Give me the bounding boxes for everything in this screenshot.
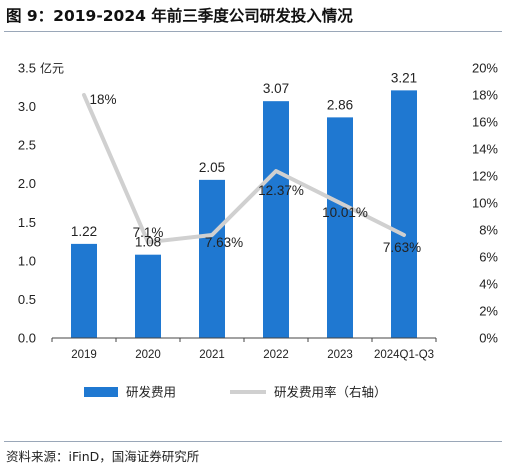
y-axis-right: 0% 2% 4% 6% 8% 10% 12% 14% 16% 18% 20% (472, 61, 498, 346)
title-divider (4, 31, 502, 32)
bar-2021 (199, 179, 225, 338)
x-tick-label: 2019 (71, 349, 97, 361)
bar-value-label: 3.07 (263, 81, 289, 96)
line-value-labels: 18% 7.1% 7.63% 12.37% 10.01% 7.63% (89, 92, 421, 255)
line-value-label: 7.63% (383, 240, 421, 255)
bar-value-label: 2.86 (327, 97, 353, 112)
bar-value-labels: 1.22 1.08 2.05 3.07 2.86 3.21 (71, 70, 417, 249)
legend-label-line: 研发费用率（右轴） (274, 385, 387, 400)
x-tick-label: 2021 (199, 349, 225, 361)
y-right-tick-label: 8% (479, 223, 498, 238)
y-left-tick-label: 0.5 (18, 292, 36, 307)
y-left-tick-label: 0.0 (18, 331, 36, 346)
line-value-label: 7.63% (205, 235, 243, 250)
y-right-tick-label: 12% (472, 169, 498, 184)
bar-value-label: 3.21 (391, 70, 417, 85)
legend-label-bar: 研发费用 (126, 385, 176, 400)
y-right-tick-label: 4% (479, 277, 498, 292)
y-right-tick-label: 2% (479, 304, 498, 319)
y-left-tick-label: 2.5 (18, 138, 36, 153)
y-right-tick-label: 6% (479, 250, 498, 265)
y-left-tick-label: 3.0 (18, 99, 36, 114)
y-left-tick-label: 1.5 (18, 215, 36, 230)
y-right-tick-label: 14% (472, 142, 498, 157)
line-series (82, 93, 406, 245)
footer-divider (4, 441, 502, 442)
y-right-tick-label: 20% (472, 61, 498, 76)
x-axis: 2019 2020 2021 2022 2023 2024Q1-Q3 (51, 338, 437, 361)
y-right-tick-label: 0% (479, 331, 498, 346)
x-tick-label: 2023 (327, 349, 353, 361)
chart-title: 图 9：2019-2024 年前三季度公司研发投入情况 (6, 7, 353, 25)
y-right-tick-label: 16% (472, 115, 498, 130)
y-right-tick-label: 18% (472, 88, 498, 103)
bar-2023 (327, 117, 353, 338)
x-tick-label: 2022 (263, 349, 289, 361)
line-value-label: 7.1% (133, 225, 164, 240)
bar-2022 (263, 101, 289, 339)
x-tick-label: 2024Q1-Q3 (374, 349, 434, 361)
line-value-label: 10.01% (322, 205, 368, 220)
bar-value-label: 1.22 (71, 224, 97, 239)
bar-2020 (135, 254, 161, 338)
line-value-label: 18% (89, 92, 116, 107)
y-axis-left-unit: 亿元 (40, 61, 64, 76)
bar-series (71, 90, 417, 339)
y-left-tick-label: 2.0 (18, 176, 36, 191)
bar-2024Q1-Q3 (391, 90, 417, 338)
x-tick-label: 2020 (135, 349, 161, 361)
bar-value-label: 1.08 (135, 235, 161, 250)
y-left-tick-label: 1.0 (18, 253, 36, 268)
y-right-tick-label: 10% (472, 196, 498, 211)
y-axis-left: 0.0 0.5 1.0 1.5 2.0 2.5 3.0 3.5 (18, 61, 36, 346)
bar-2019 (71, 243, 97, 338)
line-path (82, 93, 406, 245)
source-note: 资料来源：iFinD，国海证券研究所 (6, 449, 200, 464)
y-left-tick-label: 3.5 (18, 61, 36, 76)
legend: 研发费用 研发费用率（右轴） (84, 385, 387, 400)
line-value-label: 12.37% (258, 183, 304, 198)
bar-value-label: 2.05 (199, 160, 225, 175)
chart-canvas: 0.0 0.5 1.0 1.5 2.0 2.5 3.0 3.5 0% 2% 4% 6% 8% 10% 12… (18, 61, 499, 400)
legend-swatch-bar (84, 387, 118, 397)
